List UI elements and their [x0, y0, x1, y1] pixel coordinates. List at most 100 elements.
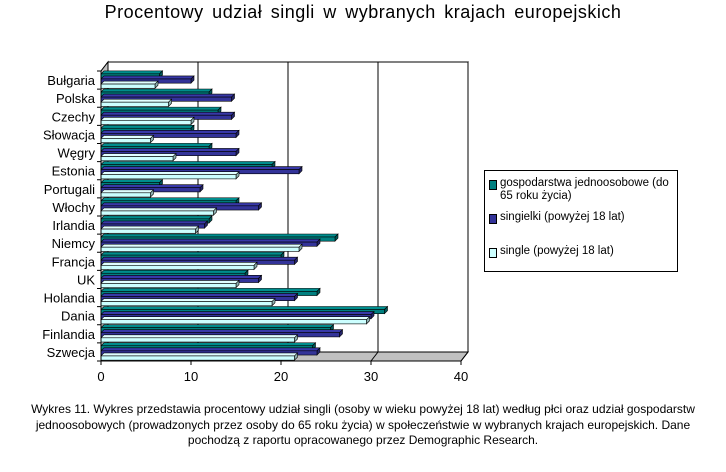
gridline-floor-40: [460, 351, 469, 362]
bar-bułgaria-series-1-top: [100, 70, 164, 75]
bar-węgry-series-1-top: [100, 143, 213, 147]
bar-bułgaria-series-3: [100, 83, 156, 89]
bar-włochy-series-3-top: [100, 207, 218, 212]
bar-uk-series-2-top: [100, 275, 263, 279]
bar-estonia-series-3: [100, 174, 237, 180]
bar-portugali-series-3: [100, 192, 151, 198]
bar-czechy-series-1-top: [100, 106, 222, 111]
category-label-polska: Polska: [56, 91, 96, 106]
bar-bułgaria-series-3-top: [100, 80, 159, 85]
category-label-bułgaria: Bułgaria: [47, 73, 95, 88]
bar-portugali-series-2-top: [100, 184, 204, 189]
bar-irlandia-series-2-top: [100, 220, 209, 225]
bar-irlandia-series-1-top: [100, 215, 213, 220]
x-tick-label-30: 30: [364, 369, 378, 384]
category-label-irlandia: Irlandia: [52, 218, 95, 233]
bar-irlandia-series-3-top: [100, 225, 200, 230]
bar-czechy-series-2-top: [100, 111, 236, 116]
category-label-finlandia: Finlandia: [42, 327, 96, 342]
bar-holandia-series-1-top: [100, 288, 321, 292]
bar-szwecja-series-3-top: [100, 352, 299, 357]
bar-czechy-series-3: [100, 120, 192, 125]
x-tick-label-40: 40: [454, 369, 468, 384]
category-label-czechy: Czechy: [52, 109, 96, 124]
bar-dania-series-1-top: [100, 306, 389, 310]
bar-szwecja-series-2-top: [100, 347, 321, 352]
legend-swatch-series-1: [489, 180, 497, 190]
category-label-dania: Dania: [61, 309, 96, 324]
bar-portugali-series-3-top: [100, 189, 155, 194]
bar-portugali-series-1-top: [100, 179, 164, 183]
legend-swatch-series-2: [489, 214, 497, 224]
bar-uk-series-1-top: [100, 269, 249, 274]
bar-finlandia-series-3: [100, 337, 295, 343]
legend-label-series-1: gospodarstwa jednoosobowe (do 65 roku ży…: [500, 177, 669, 202]
bar-francja-series-3: [100, 265, 255, 270]
bar-uk-series-3: [100, 283, 237, 288]
bar-węgry-series-2-top: [100, 148, 240, 152]
bar-szwecja-series-3: [100, 355, 295, 361]
bar-estonia-series-3-top: [100, 171, 240, 175]
bar-polska-series-2-top: [100, 93, 236, 98]
bar-irlandia-series-3: [100, 228, 196, 234]
chart-title: Procentowy udział singli w wybranych kra…: [104, 2, 622, 22]
figure-caption: Wykres 11. Wykres przedstawia procentowy…: [31, 402, 695, 447]
bar-holandia-series-3: [100, 301, 273, 307]
bar-węgry-series-3-top: [100, 153, 177, 157]
bar-niemcy-series-1-top: [100, 233, 339, 238]
bar-niemcy-series-2-top: [100, 238, 321, 243]
chart-plot: 0 10 20 30 40 Bułgaria Polska Czechy Słowacja Węg…: [42, 60, 470, 384]
category-label-francja: Francja: [52, 254, 96, 269]
bar-dania-series-3-top: [100, 316, 371, 320]
x-tick-label-0: 0: [97, 369, 104, 384]
bar-estonia-series-2-top: [100, 166, 303, 170]
bar-bułgaria-series-2-top: [100, 75, 195, 80]
bar-polska-series-1-top: [100, 88, 213, 93]
bar-dania-series-3: [100, 319, 367, 325]
chart-legend: gospodarstwa jednoosobowe (do 65 roku ży…: [484, 170, 678, 272]
bar-finlandia-series-1-top: [100, 324, 335, 328]
category-label-uk: UK: [77, 272, 95, 287]
category-label-estonia: Estonia: [52, 164, 96, 179]
category-label-holandia: Holandia: [44, 291, 96, 306]
legend-item-series-3: single (powyżej 18 lat): [489, 245, 675, 258]
legend-label-series-2: singielki (powyżej 18 lat): [500, 211, 625, 223]
bar-włochy-series-3: [100, 210, 214, 216]
bar-niemcy-series-3-top: [100, 243, 303, 248]
bar-polska-series-3: [100, 101, 169, 107]
bar-holandia-series-2-top: [100, 293, 299, 297]
bar-szwecja-series-1-top: [100, 342, 317, 347]
bar-włochy-series-2-top: [100, 202, 263, 207]
bar-węgry-series-3: [100, 156, 174, 162]
legend-swatch-series-3: [489, 248, 497, 258]
bar-estonia-series-1-top: [100, 161, 276, 165]
bar-słowacja-series-1-top: [100, 124, 195, 129]
gridline-floor-30: [370, 351, 379, 362]
category-label-szwecja: Szwecja: [47, 345, 96, 360]
bar-francja-series-3-top: [100, 262, 258, 266]
x-tick-label-10: 10: [184, 369, 198, 384]
bar-słowacja-series-3: [100, 138, 151, 143]
category-label-portugali: Portugali: [44, 182, 95, 197]
category-label-niemcy: Niemcy: [52, 236, 96, 251]
bar-francja-series-2-top: [100, 256, 299, 261]
bar-czechy-series-3-top: [100, 117, 195, 121]
bar-włochy-series-1-top: [100, 197, 240, 202]
bar-dania-series-2-top: [100, 311, 375, 315]
bar-finlandia-series-2-top: [100, 329, 344, 334]
x-tick-label-20: 20: [274, 369, 288, 384]
bar-uk-series-3-top: [100, 280, 240, 284]
legend-item-series-1: gospodarstwa jednoosobowe (do 65 roku ży…: [489, 177, 675, 203]
category-label-włochy: Włochy: [52, 200, 95, 215]
legend-label-series-3: single (powyżej 18 lat): [500, 245, 614, 257]
bar-francja-series-1-top: [100, 251, 285, 256]
category-label-węgry: Węgry: [57, 146, 95, 161]
bar-polska-series-3-top: [100, 98, 173, 103]
category-label-słowacja: Słowacja: [43, 127, 96, 142]
bar-słowacja-series-2-top: [100, 130, 240, 134]
bar-niemcy-series-3: [100, 246, 300, 252]
bar-słowacja-series-3-top: [100, 135, 155, 139]
bar-finlandia-series-3-top: [100, 334, 299, 339]
legend-item-series-2: singielki (powyżej 18 lat): [489, 211, 675, 224]
bar-holandia-series-3-top: [100, 298, 276, 302]
